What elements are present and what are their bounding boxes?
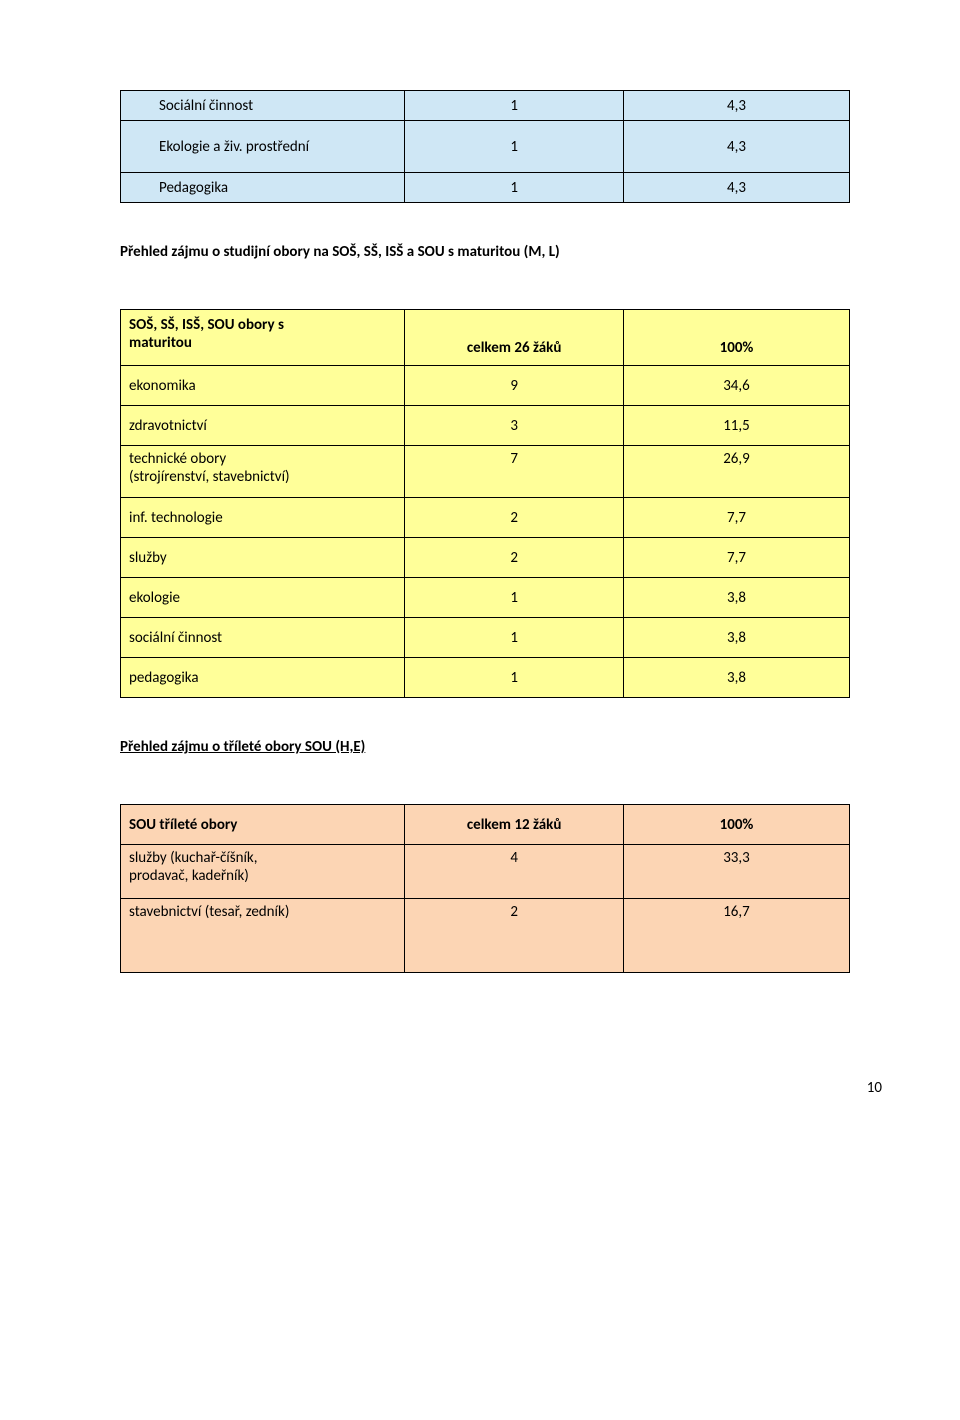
- label-line2: prodavač, kadeřník): [129, 867, 249, 885]
- cell-value: 3,8: [623, 618, 849, 658]
- cell-label: Ekologie a živ. prostřední: [121, 121, 405, 173]
- header-line2: maturitou: [129, 334, 192, 352]
- table-header-row: SOU tříleté obory celkem 12 žáků 100%: [121, 805, 850, 845]
- cell-header: celkem 12 žáků: [405, 805, 624, 845]
- table-row: ekonomika 9 34,6: [121, 366, 850, 406]
- cell-label: sociální činnost: [121, 618, 405, 658]
- cell-value: 4: [405, 845, 624, 899]
- cell-value: 16,7: [623, 899, 849, 973]
- cell-label: zdravotnictví: [121, 406, 405, 446]
- cell-value: 7,7: [623, 498, 849, 538]
- table-row: zdravotnictví 3 11,5: [121, 406, 850, 446]
- table-row: technické obory (strojírenství, stavebni…: [121, 446, 850, 498]
- cell-value: 26,9: [623, 446, 849, 498]
- cell-label: služby (kuchař-číšník, prodavač, kadeřní…: [121, 845, 405, 899]
- cell-value: 3: [405, 406, 624, 446]
- cell-label: ekonomika: [121, 366, 405, 406]
- cell-label: pedagogika: [121, 658, 405, 698]
- table-row: služby 2 7,7: [121, 538, 850, 578]
- table-row: pedagogika 1 3,8: [121, 658, 850, 698]
- cell-label: inf. technologie: [121, 498, 405, 538]
- label-line1: služby (kuchař-číšník,: [129, 849, 258, 867]
- cell-header: SOU tříleté obory: [121, 805, 405, 845]
- cell-value: 2: [405, 538, 624, 578]
- page-content: Sociální činnost 1 4,3 Ekologie a živ. p…: [0, 0, 960, 1013]
- section-heading: Přehled zájmu o tříleté obory SOU (H,E): [120, 738, 850, 756]
- cell-header: celkem 26 žáků: [405, 310, 624, 366]
- label-line1: technické obory: [129, 450, 226, 468]
- page-number: 10: [0, 1013, 960, 1097]
- cell-value: 1: [405, 91, 624, 121]
- table-row: Sociální činnost 1 4,3: [121, 91, 850, 121]
- cell-value: 1: [405, 618, 624, 658]
- cell-value: 1: [405, 121, 624, 173]
- table-header-row: SOŠ, SŠ, ISŠ, SOU obory s maturitou celk…: [121, 310, 850, 366]
- cell-value: 7,7: [623, 538, 849, 578]
- cell-value: 33,3: [623, 845, 849, 899]
- table-row: ekologie 1 3,8: [121, 578, 850, 618]
- spacer: [120, 203, 850, 243]
- table-sou: SOU tříleté obory celkem 12 žáků 100% sl…: [120, 804, 850, 973]
- table-row: sociální činnost 1 3,8: [121, 618, 850, 658]
- cell-value: 11,5: [623, 406, 849, 446]
- header-line1: SOŠ, SŠ, ISŠ, SOU obory s: [129, 316, 284, 334]
- cell-header: SOŠ, SŠ, ISŠ, SOU obory s maturitou: [121, 310, 405, 366]
- spacer: [120, 756, 850, 804]
- cell-value: 7: [405, 446, 624, 498]
- cell-value: 34,6: [623, 366, 849, 406]
- cell-value: 3,8: [623, 658, 849, 698]
- cell-value: 2: [405, 899, 624, 973]
- table-row: stavebnictví (tesař, zedník) 2 16,7: [121, 899, 850, 973]
- cell-value: 3,8: [623, 578, 849, 618]
- cell-label: technické obory (strojírenství, stavebni…: [121, 446, 405, 498]
- spacer: [120, 261, 850, 309]
- cell-label: Pedagogika: [121, 173, 405, 203]
- table-row: Ekologie a živ. prostřední 1 4,3: [121, 121, 850, 173]
- cell-value: 9: [405, 366, 624, 406]
- table-row: Pedagogika 1 4,3: [121, 173, 850, 203]
- cell-value: 4,3: [623, 173, 849, 203]
- cell-label: služby: [121, 538, 405, 578]
- cell-value: 4,3: [623, 91, 849, 121]
- cell-label: Sociální činnost: [121, 91, 405, 121]
- cell-header: 100%: [623, 805, 849, 845]
- cell-label: ekologie: [121, 578, 405, 618]
- cell-value: 1: [405, 578, 624, 618]
- table-row: inf. technologie 2 7,7: [121, 498, 850, 538]
- section-heading: Přehled zájmu o studijní obory na SOŠ, S…: [120, 243, 850, 261]
- cell-label: stavebnictví (tesař, zedník): [121, 899, 405, 973]
- cell-value: 2: [405, 498, 624, 538]
- label-line2: (strojírenství, stavebnictví): [129, 468, 290, 486]
- spacer: [120, 698, 850, 738]
- cell-value: 4,3: [623, 121, 849, 173]
- table-row: služby (kuchař-číšník, prodavač, kadeřní…: [121, 845, 850, 899]
- cell-header: 100%: [623, 310, 849, 366]
- cell-value: 1: [405, 658, 624, 698]
- cell-value: 1: [405, 173, 624, 203]
- table-top: Sociální činnost 1 4,3 Ekologie a živ. p…: [120, 90, 850, 203]
- table-maturita: SOŠ, SŠ, ISŠ, SOU obory s maturitou celk…: [120, 309, 850, 698]
